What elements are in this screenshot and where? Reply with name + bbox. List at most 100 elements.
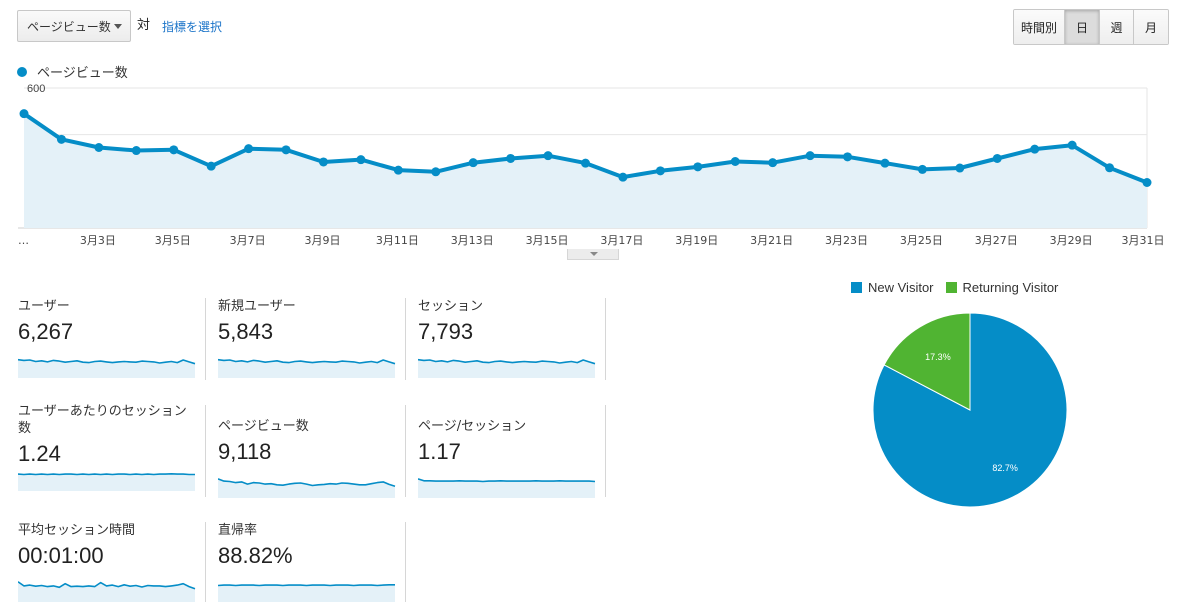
data-point[interactable] xyxy=(1067,140,1077,150)
divider xyxy=(605,405,606,497)
data-point[interactable] xyxy=(244,144,254,154)
sparkline-line xyxy=(418,478,596,483)
pie-legend-item-new: New Visitor xyxy=(851,280,934,295)
vs-label: 対 xyxy=(137,18,151,33)
data-point[interactable] xyxy=(131,146,141,156)
pie-slice[interactable] xyxy=(883,312,971,411)
data-point[interactable] xyxy=(730,157,740,166)
divider xyxy=(405,298,406,380)
x-tick-label: 3月17日 xyxy=(600,234,643,247)
data-point[interactable] xyxy=(768,158,778,168)
metric-dropdown[interactable]: ページビュー数 xyxy=(17,10,131,42)
data-point[interactable] xyxy=(805,151,815,161)
sparkline-line xyxy=(218,478,396,488)
data-point[interactable] xyxy=(356,155,366,165)
metric-value: 88.82% xyxy=(218,543,293,568)
metric-dropdown-label: ページビュー数 xyxy=(27,19,111,34)
sparkline xyxy=(418,358,596,378)
metric-tile-new-users[interactable]: 新規ユーザー 5,843 xyxy=(218,298,398,380)
sparkline-line xyxy=(18,581,196,590)
metric-value: 5,843 xyxy=(218,319,274,344)
data-point[interactable] xyxy=(281,145,291,155)
data-point[interactable] xyxy=(19,109,29,119)
granularity-toggle: 時間別 日 週 月 xyxy=(1013,9,1169,45)
data-point[interactable] xyxy=(917,164,927,174)
data-point[interactable] xyxy=(880,158,890,168)
data-point[interactable] xyxy=(955,163,965,173)
data-point[interactable] xyxy=(1030,144,1040,154)
data-point[interactable] xyxy=(543,151,553,161)
legend-swatch xyxy=(851,282,862,293)
sparkline-area xyxy=(18,473,195,491)
data-point[interactable] xyxy=(506,153,516,163)
pie-slice[interactable] xyxy=(872,312,1068,508)
sparkline xyxy=(18,473,195,491)
divider xyxy=(405,405,406,497)
x-tick-label: 3月27日 xyxy=(975,234,1018,247)
data-point[interactable] xyxy=(693,162,703,172)
divider xyxy=(405,522,406,602)
data-point[interactable] xyxy=(431,167,441,177)
pie-legend-label: New Visitor xyxy=(868,280,934,295)
metric-tile-users[interactable]: ユーザー 6,267 xyxy=(18,298,198,380)
data-point[interactable] xyxy=(169,145,179,155)
legend-swatch xyxy=(945,282,957,293)
data-point[interactable] xyxy=(843,152,853,162)
metric-label: セッション xyxy=(418,299,484,314)
data-point[interactable] xyxy=(618,172,628,182)
legend-label: ページビュー数 xyxy=(37,66,128,81)
x-tick-label: … xyxy=(18,234,29,247)
data-point[interactable] xyxy=(1105,163,1115,173)
data-point[interactable] xyxy=(94,143,104,152)
data-point[interactable] xyxy=(992,153,1002,163)
metric-tile-avg-session-duration[interactable]: 平均セッション時間 00:01:00 xyxy=(18,522,198,604)
metric-label: ページビュー数 xyxy=(218,419,309,434)
x-tick-label: 3月21日 xyxy=(750,234,793,247)
sparkline-area xyxy=(218,359,395,378)
chart-legend: ページビュー数 xyxy=(17,62,128,81)
metric-value: 6,267 xyxy=(18,319,74,344)
visitor-type-pie-chart: 82.7% 17.3% xyxy=(872,312,1068,508)
metric-value: 7,793 xyxy=(418,319,474,344)
sparkline-area xyxy=(18,359,195,378)
metric-label: ユーザーあたりのセッション数 xyxy=(18,404,187,436)
x-tick-label: 3月13日 xyxy=(451,234,494,247)
data-point[interactable] xyxy=(206,161,216,171)
select-metric-link[interactable]: 指標を選択 xyxy=(162,20,223,34)
granularity-month-button[interactable]: 月 xyxy=(1133,10,1168,44)
metric-tile-pages-per-session[interactable]: ページ/セッション 1.17 xyxy=(418,418,598,500)
metric-label: 新規ユーザー xyxy=(218,299,296,314)
data-point[interactable] xyxy=(581,158,590,168)
data-point[interactable] xyxy=(56,134,66,144)
sparkline xyxy=(218,584,395,602)
pie-legend: New Visitor Returning Visitor xyxy=(851,280,1070,295)
divider xyxy=(205,405,206,497)
sparkline xyxy=(18,358,196,378)
pie-legend-item-returning: Returning Visitor xyxy=(945,280,1058,295)
x-tick-label: 3月19日 xyxy=(675,234,718,247)
sparkline xyxy=(218,478,396,498)
sparkline xyxy=(218,358,396,378)
chart-expand-handle[interactable] xyxy=(567,249,619,260)
metric-value: 1.17 xyxy=(418,439,461,464)
metric-tile-sessions[interactable]: セッション 7,793 xyxy=(418,298,598,380)
granularity-hourly-button[interactable]: 時間別 xyxy=(1014,10,1064,44)
sparkline-line xyxy=(18,473,195,476)
metric-tile-bounce-rate[interactable]: 直帰率 88.82% xyxy=(218,522,398,604)
metric-tile-sessions-per-user[interactable]: ユーザーあたりのセッション数 1.24 xyxy=(18,403,198,493)
sparkline-line xyxy=(418,358,596,365)
data-point[interactable] xyxy=(655,166,665,176)
x-tick-label: 3月5日 xyxy=(155,234,191,247)
x-tick-label: 3月11日 xyxy=(376,234,419,247)
data-point[interactable] xyxy=(468,158,478,168)
granularity-week-button[interactable]: 週 xyxy=(1099,10,1133,44)
granularity-day-button[interactable]: 日 xyxy=(1064,10,1099,44)
pie-slice-label: 17.3% xyxy=(925,352,951,362)
metric-tile-pageviews[interactable]: ページビュー数 9,118 xyxy=(218,418,398,500)
area-fill xyxy=(24,113,1147,228)
data-point[interactable] xyxy=(393,165,403,175)
data-point[interactable] xyxy=(1142,178,1152,187)
sparkline xyxy=(18,581,196,602)
sparkline-line xyxy=(218,358,396,365)
data-point[interactable] xyxy=(318,157,328,167)
